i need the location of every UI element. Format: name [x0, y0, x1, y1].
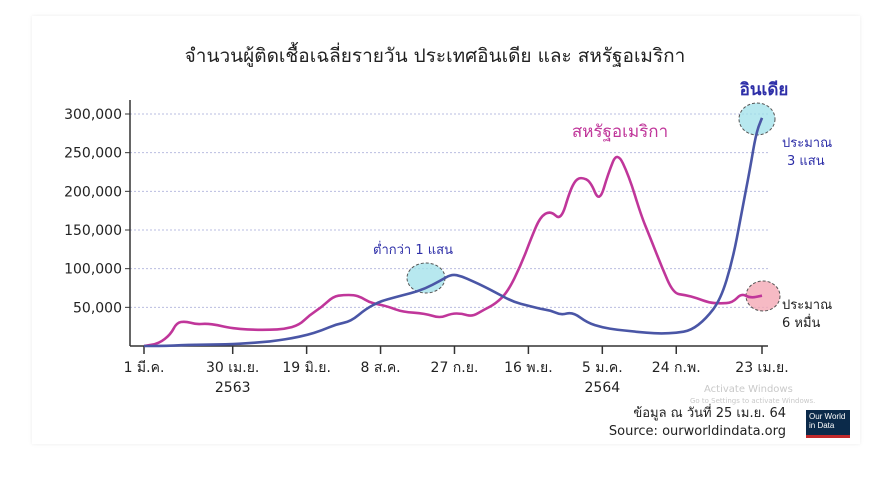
x-tick-label: 23 เม.ย. — [735, 360, 788, 376]
y-tick-label: 150,000 — [64, 223, 122, 239]
usa-end-note-line2: 6 หมื่น — [782, 314, 821, 331]
x-tick-year-label: 2564 — [585, 380, 621, 396]
y-tick-label: 100,000 — [64, 262, 122, 278]
grid-lines — [130, 113, 768, 308]
owid-logo-line2: in Data — [809, 421, 835, 430]
series-lines — [143, 117, 764, 348]
x-tick-label: 27 ก.ย. — [431, 360, 479, 376]
series-line-india — [144, 117, 764, 348]
india-end-note-line1: ประมาณ — [782, 136, 832, 151]
usa-end-highlight — [745, 280, 781, 312]
x-tick-label: 30 เม.ย. — [206, 360, 259, 376]
x-tick-label: 24 ก.พ. — [652, 360, 701, 376]
india-end-note-line2: 3 แสน — [787, 154, 825, 169]
y-tick-label: 200,000 — [64, 184, 122, 200]
x-tick-label: 19 มิ.ย. — [282, 360, 331, 376]
y-tick-label: 250,000 — [64, 146, 122, 162]
chart-title: จำนวนผู้ติดเชื้อเฉลี่ยรายวัน ประเทศอินเด… — [185, 42, 686, 67]
owid-logo[interactable]: Our World in Data — [806, 410, 850, 438]
y-tick-label: 300,000 — [64, 107, 122, 123]
x-tick-label: 16 พ.ย. — [504, 360, 553, 376]
x-tick-label: 1 มี.ค. — [124, 360, 165, 376]
activate-windows-title: Activate Windows — [704, 384, 793, 395]
owid-logo-line1: Our World — [809, 412, 846, 421]
usa-series-label: สหรัฐอเมริกา — [572, 122, 668, 142]
y-axis-ticks: 300,000 250,000 200,000 150,000 100,000 50,00… — [64, 107, 130, 316]
source-footnote: Source: ourworldindata.org — [609, 424, 786, 439]
usa-end-note-line1: ประมาณ — [782, 298, 832, 313]
data-date-footnote: ข้อมูล ณ วันที่ 25 เม.ย. 64 — [633, 404, 786, 421]
india-series-label: อินเดีย — [740, 79, 789, 100]
x-axis-ticks: 1 มี.ค. 30 เม.ย. 2563 19 มิ.ย. 8 ส.ค. 27 ก.ย.… — [124, 346, 789, 396]
series-line-usa — [143, 155, 763, 348]
x-tick-label: 5 ม.ค. — [582, 360, 623, 376]
x-tick-label: 8 ส.ค. — [360, 360, 400, 376]
india-peak-note: ต่ำกว่า 1 แสน — [373, 241, 453, 258]
x-tick-year-label: 2563 — [215, 380, 251, 396]
activate-windows-subtitle: Go to Settings to activate Windows. — [690, 397, 816, 405]
y-tick-label: 50,000 — [73, 300, 122, 316]
